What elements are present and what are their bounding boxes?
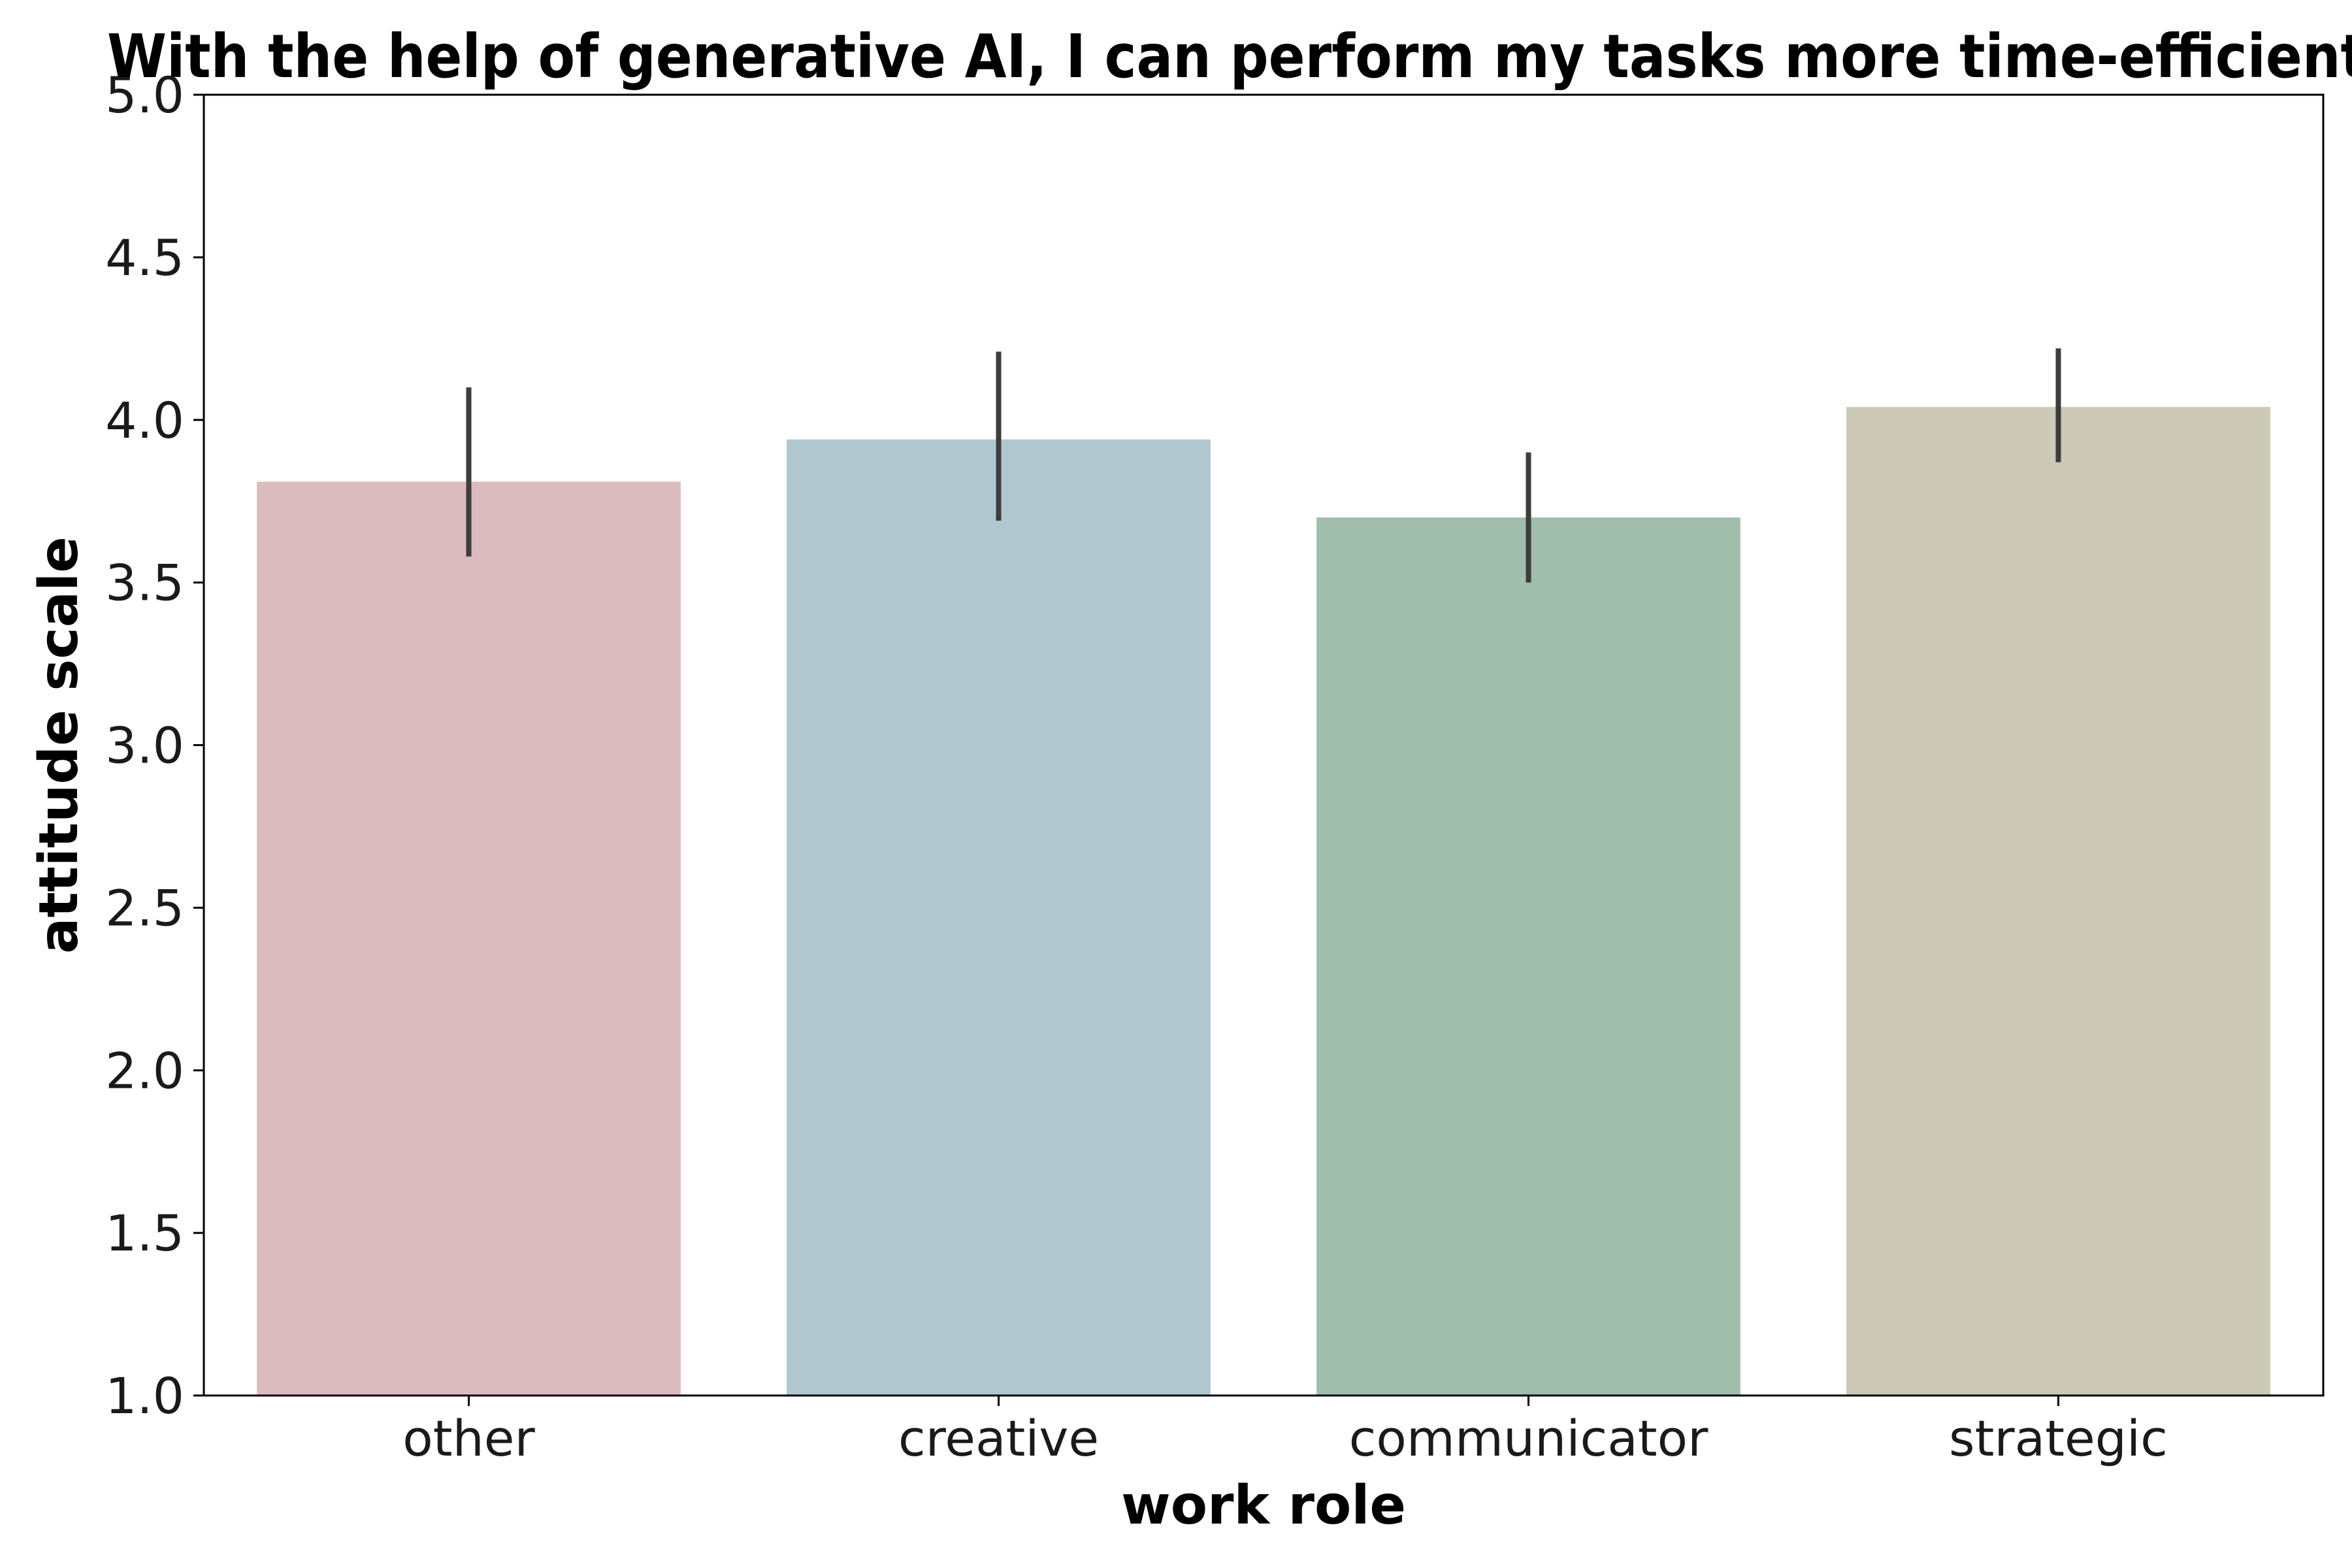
error-bars-layer	[466, 348, 2061, 583]
y-tick-label: 3.0	[105, 717, 184, 775]
bar-other	[257, 482, 681, 1396]
y-axis-ticks: 1.0 1.5 2.0 2.5 3.0 3.5 4.0 4.5 5.0	[105, 66, 204, 1425]
x-tick-label: communicator	[1349, 1409, 1708, 1467]
bars-layer	[257, 406, 2270, 1396]
y-tick-label: 4.5	[105, 229, 184, 287]
bar-creative	[787, 439, 1211, 1396]
bar-strategic	[1846, 406, 2270, 1396]
x-axis-ticks: other creative communicator strategic	[402, 1396, 2168, 1467]
x-axis-label: work role	[1121, 1475, 1406, 1537]
y-tick-label: 2.0	[105, 1041, 184, 1100]
x-tick-label: creative	[898, 1409, 1099, 1467]
y-tick-label: 3.5	[105, 554, 184, 612]
y-tick-label: 1.0	[105, 1367, 184, 1425]
x-tick-label: other	[402, 1409, 535, 1467]
y-tick-label: 4.0	[105, 391, 184, 449]
y-axis-label: attitude scale	[28, 536, 90, 954]
chart-title: With the help of generative AI, I can pe…	[107, 22, 2352, 91]
bar-communicator	[1316, 517, 1740, 1396]
x-tick-label: strategic	[1949, 1409, 2168, 1467]
y-tick-label: 1.5	[105, 1204, 184, 1262]
y-tick-label: 5.0	[105, 66, 184, 124]
y-tick-label: 2.5	[105, 879, 184, 937]
